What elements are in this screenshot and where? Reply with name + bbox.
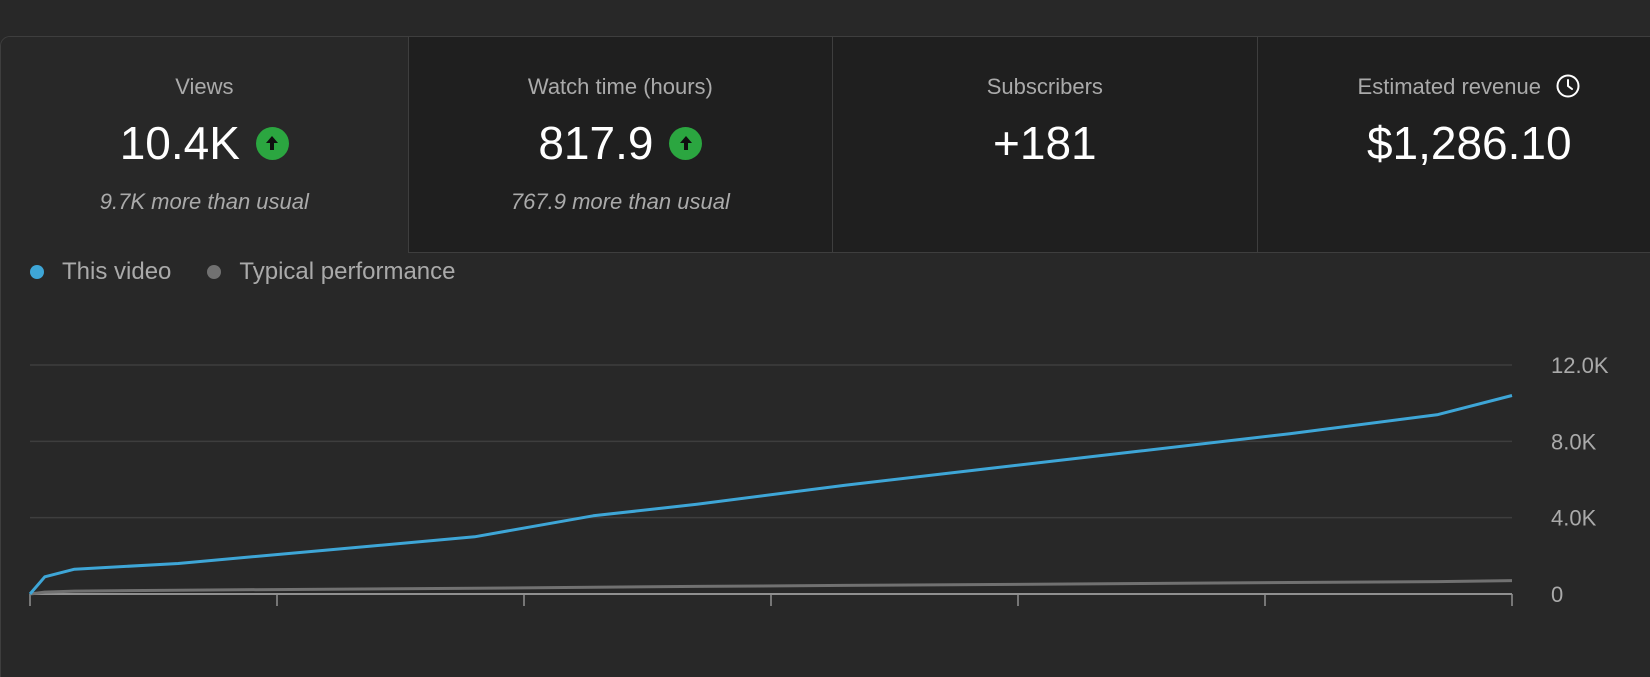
chart-legend: This video Typical performance <box>30 258 491 286</box>
y-tick-label: 12.0K <box>1551 353 1609 378</box>
metric-card-views[interactable]: Views 10.4K 9.7K more than usual <box>1 37 408 253</box>
series-line-typical-performance[interactable] <box>29 579 1513 596</box>
y-tick-label: 0 <box>1551 582 1563 607</box>
metric-label: Watch time (hours) <box>527 74 713 99</box>
metric-card-revenue[interactable]: Estimated revenue $1,286.10 <box>1256 37 1650 253</box>
views-line-chart: 12.0K 8.0K 4.0K 0 <box>28 353 1609 607</box>
metric-value: 817.9 <box>538 117 654 169</box>
clock-icon[interactable] <box>1555 73 1581 99</box>
metric-comparison: 9.7K more than usual <box>99 189 309 214</box>
arrow-up-icon <box>669 126 703 160</box>
metric-label: Views <box>175 74 234 99</box>
series-line-this-video[interactable] <box>28 394 1513 595</box>
metric-value: 10.4K <box>119 117 240 169</box>
legend-dot <box>30 265 44 279</box>
metric-card-subscribers[interactable]: Subscribers +181 <box>832 37 1257 253</box>
legend-label: Typical performance <box>239 258 456 285</box>
metric-cards: Views 10.4K 9.7K more than usual Watch t… <box>1 37 1650 253</box>
y-tick-label: 8.0K <box>1551 429 1597 454</box>
legend-label: This video <box>62 258 172 285</box>
metric-value: +181 <box>993 117 1097 169</box>
legend-item-this-video[interactable]: This video <box>30 258 171 286</box>
legend-item-typical-performance[interactable]: Typical performance <box>207 258 455 286</box>
metric-label: Subscribers <box>986 74 1103 99</box>
arrow-up-icon <box>255 126 289 160</box>
analytics-panel: Views 10.4K 9.7K more than usual Watch t… <box>0 36 1650 677</box>
metric-label: Estimated revenue <box>1357 74 1541 99</box>
metric-comparison: 767.9 more than usual <box>510 189 730 214</box>
metric-value: $1,286.10 <box>1366 117 1572 169</box>
y-tick-label: 4.0K <box>1551 506 1597 531</box>
metric-card-watch-time[interactable]: Watch time (hours) 817.9 767.9 more than… <box>407 37 833 253</box>
legend-dot <box>207 265 222 279</box>
